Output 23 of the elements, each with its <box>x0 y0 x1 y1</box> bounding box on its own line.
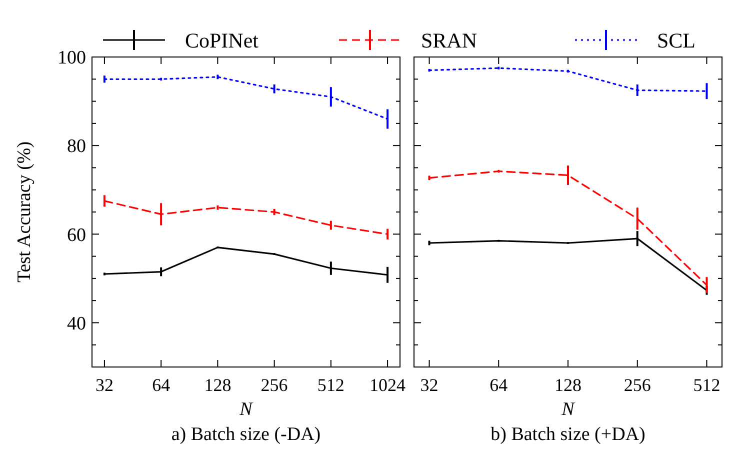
legend-label: SRAN <box>421 28 478 52</box>
x-tick-label: 64 <box>152 375 170 395</box>
x-tick-label: 128 <box>204 375 232 395</box>
text: a) Batch size (-DA) <box>171 424 321 445</box>
y-tick-label: 80 <box>67 136 86 158</box>
x-tick-label: 32 <box>95 375 114 395</box>
legend-label: SCL <box>657 28 696 52</box>
x-axis-title: N <box>238 399 254 420</box>
legend-label: CoPINet <box>185 28 259 52</box>
x-tick-label: 512 <box>693 375 720 395</box>
y-tick-label: 40 <box>67 313 86 334</box>
x-tick-label: 1024 <box>370 375 406 395</box>
y-tick-label: 60 <box>67 224 86 246</box>
text: b) Batch size (+DA) <box>490 424 646 445</box>
y-tick-label: 100 <box>58 48 86 69</box>
x-tick-label: 512 <box>317 375 344 395</box>
x-tick-label: 128 <box>554 375 582 395</box>
x-tick-label: 256 <box>260 375 288 395</box>
x-tick-label: 256 <box>624 375 651 395</box>
x-axis-title: N <box>560 399 576 420</box>
x-tick-label: 32 <box>420 375 438 395</box>
x-tick-label: 64 <box>490 375 508 395</box>
y-axis-title: Test Accuracy (%) <box>14 141 35 283</box>
